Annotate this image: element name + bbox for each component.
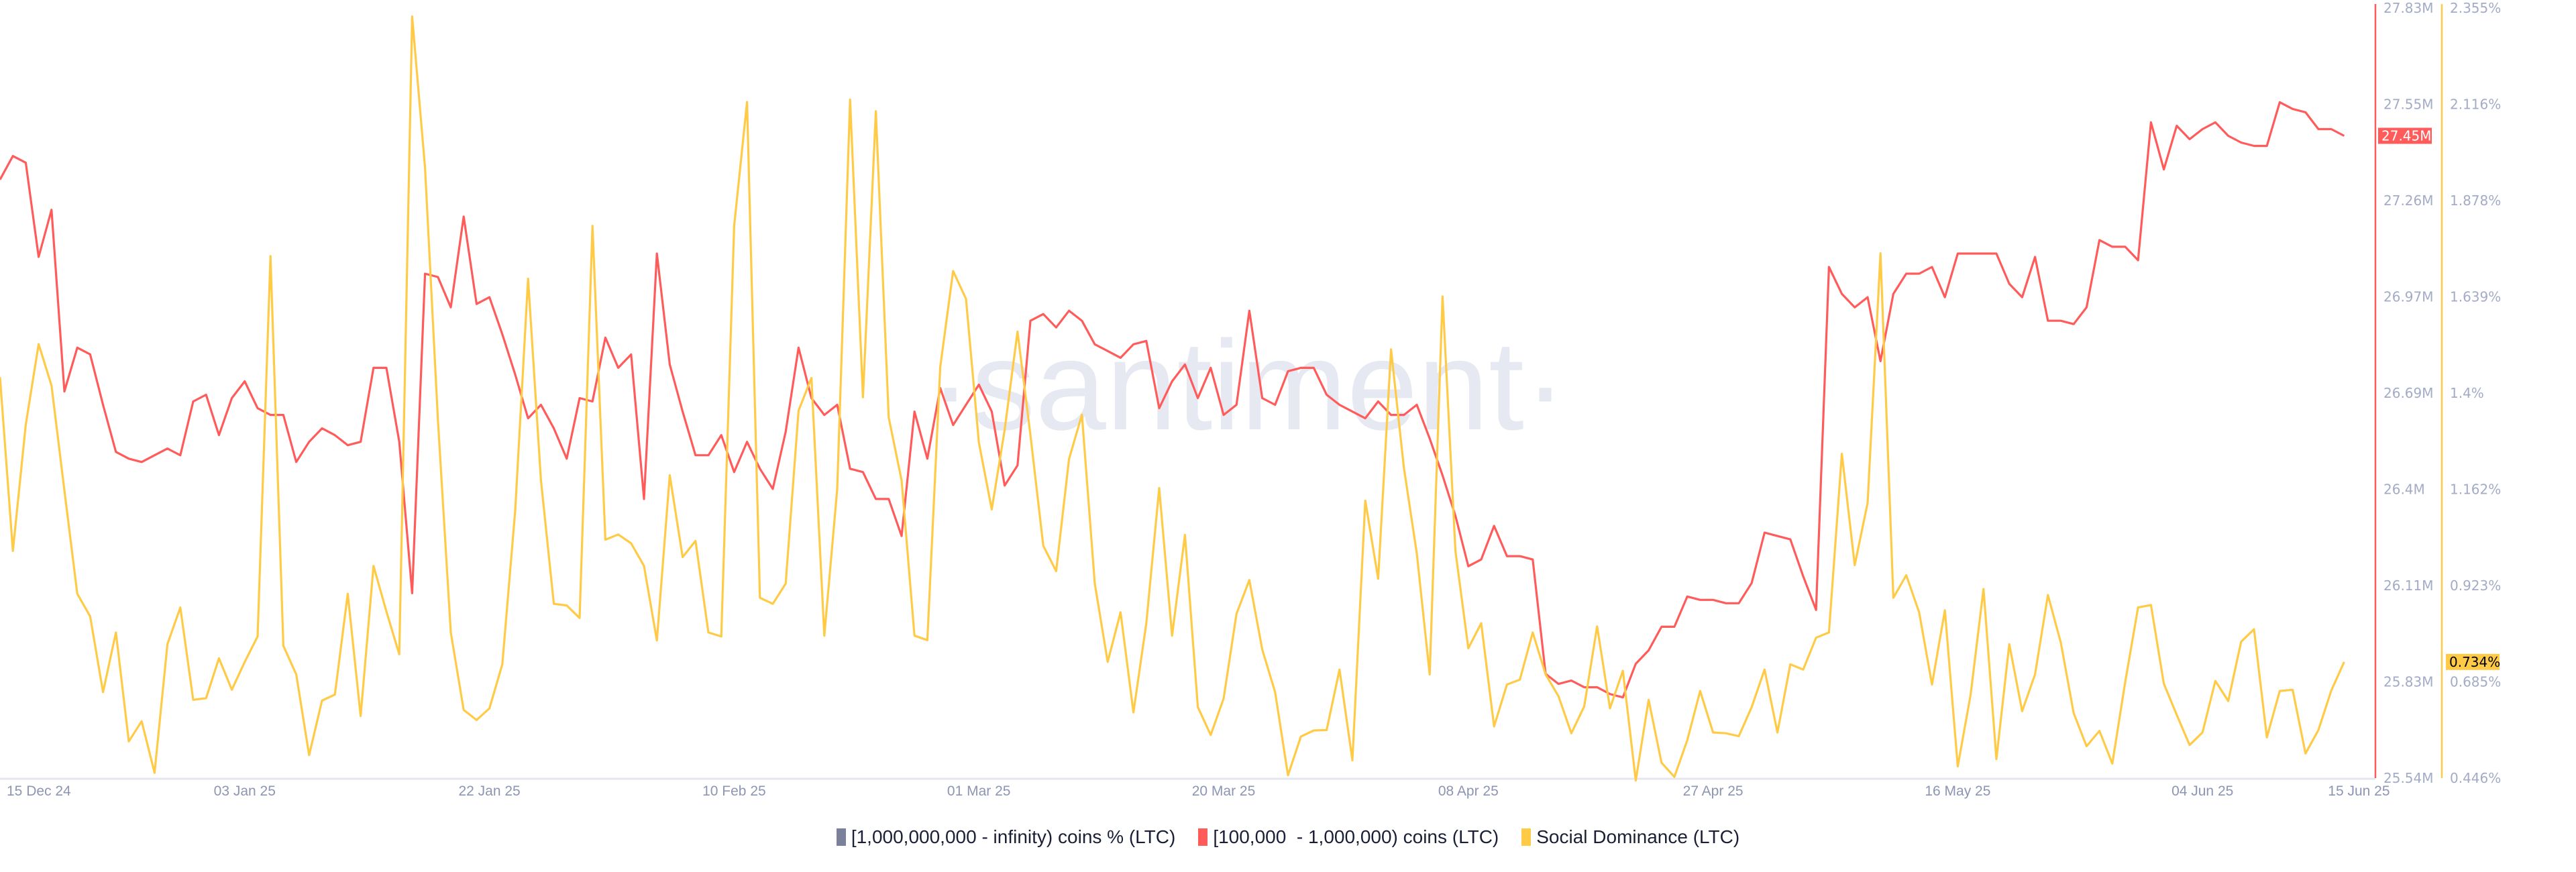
x-tick-label: 15 Dec 24: [7, 783, 71, 799]
legend-label: [1,000,000,000 - infinity) coins % (LTC): [851, 826, 1176, 847]
legend-label: [100,000 - 1,000,000) coins (LTC): [1213, 826, 1499, 847]
x-tick-label: 16 May 25: [1925, 783, 1990, 799]
red-y-tick-label: 26.4M: [2383, 482, 2425, 498]
red-y-tick-label: 25.83M: [2383, 674, 2434, 690]
x-tick-label: 27 Apr 25: [1683, 783, 1743, 799]
x-tick-label: 22 Jan 25: [458, 783, 520, 799]
red-y-tick-label: 26.97M: [2383, 289, 2434, 305]
red-y-tick-label: 27.55M: [2383, 97, 2434, 113]
x-tick-label: 08 Apr 25: [1438, 783, 1499, 799]
yellow-current-value-badge: [2446, 653, 2500, 670]
x-tick-label: 03 Jan 25: [214, 783, 276, 799]
legend-item-social-dominance[interactable]: Social Dominance (LTC): [1521, 826, 1739, 848]
y-axes: 27.83M 27.55M 27.26M 26.97M 26.69M 26.4M 26.11…: [2374, 0, 2501, 786]
red-y-tick-label: 26.69M: [2383, 385, 2434, 401]
legend-swatch-yellow: [1521, 828, 1532, 846]
yellow-y-tick-label: 1.4%: [2450, 385, 2484, 401]
x-tick-label: 20 Mar 25: [1192, 783, 1256, 799]
yellow-y-tick-label: 1.162%: [2450, 482, 2501, 498]
legend-swatch-gray: [836, 828, 846, 846]
red-current-value-badge: [2378, 127, 2432, 144]
x-tick-label: 15 Jun 25: [2328, 783, 2390, 799]
yellow-y-tick-label: 2.355%: [2450, 0, 2501, 16]
yellow-y-tick-label: 0.923%: [2450, 578, 2501, 594]
yellow-y-tick-label: 1.639%: [2450, 289, 2501, 305]
yellow-y-tick-label: 0.446%: [2450, 770, 2501, 786]
yellow-y-tick-label: 2.116%: [2450, 97, 2501, 113]
legend-item-100k-1m-coins[interactable]: [100,000 - 1,000,000) coins (LTC): [1198, 826, 1499, 848]
series-lines: [0, 15, 2345, 782]
yellow-y-tick-label: 0.685%: [2450, 674, 2501, 690]
red-y-tick-label: 27.26M: [2383, 193, 2434, 209]
legend-swatch-red: [1198, 828, 1208, 846]
legend: [1,000,000,000 - infinity) coins % (LTC)…: [0, 826, 2576, 848]
red-y-tick-label: 25.54M: [2383, 770, 2434, 786]
x-tick-label: 04 Jun 25: [2171, 783, 2233, 799]
red-y-tick-label: 27.83M: [2383, 0, 2434, 16]
yellow-current-value-label: 0.734%: [2449, 654, 2500, 670]
legend-label: Social Dominance (LTC): [1536, 826, 1740, 847]
x-axis: 15 Dec 24 03 Jan 25 22 Jan 25 10 Feb 25 01 M…: [0, 777, 2390, 799]
x-tick-label: 01 Mar 25: [947, 783, 1011, 799]
yellow-y-tick-label: 1.878%: [2450, 193, 2501, 209]
legend-item-billion-plus-coins[interactable]: [1,000,000,000 - infinity) coins % (LTC): [836, 826, 1176, 848]
x-tick-label: 10 Feb 25: [702, 783, 766, 799]
santiment-watermark: ·santiment·: [929, 315, 1566, 457]
red-current-value-label: 27.45M: [2381, 127, 2432, 144]
red-y-tick-label: 26.11M: [2383, 578, 2434, 594]
chart: ·santiment· 15 Dec 24 03 Jan 25 22 Jan 25 1…: [0, 0, 2501, 799]
